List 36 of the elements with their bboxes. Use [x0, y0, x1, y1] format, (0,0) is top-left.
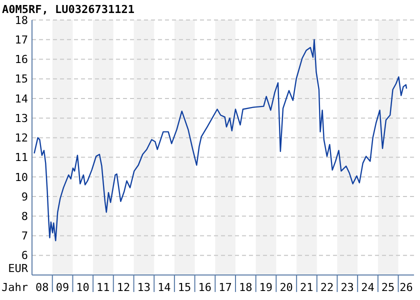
- y-tick-label: 11: [14, 151, 28, 164]
- x-tick-label: 14: [158, 281, 172, 294]
- x-axis-title: Jahr: [2, 281, 28, 294]
- y-axis-title: EUR: [8, 262, 28, 275]
- y-tick-label: 16: [14, 53, 28, 66]
- y-tick-label: 12: [14, 132, 28, 145]
- x-tick-label: 10: [76, 281, 90, 294]
- y-tick-label: 18: [14, 14, 28, 27]
- x-tick-label: 09: [56, 281, 70, 294]
- y-tick-label: 15: [14, 72, 28, 86]
- x-tick-label: 12: [116, 281, 130, 294]
- x-tick-label: 19: [259, 281, 273, 294]
- x-tick-label: 18: [238, 281, 252, 294]
- y-tick-label: 14: [14, 92, 28, 106]
- x-tick-label: 16: [198, 281, 212, 294]
- x-tick-label: 23: [340, 281, 354, 294]
- x-tick-label: 21: [300, 281, 314, 294]
- y-tick-label: 6: [21, 249, 28, 262]
- y-tick-label: 8: [21, 210, 28, 224]
- x-tick-label: 24: [361, 281, 375, 294]
- y-tick-label: 17: [14, 33, 28, 46]
- y-tick-label: 7: [21, 230, 28, 243]
- y-tick-label: 9: [21, 190, 28, 204]
- x-tick-label: 15: [178, 281, 192, 294]
- x-tick-label: 22: [320, 281, 334, 294]
- x-tick-label: 20: [280, 281, 293, 294]
- x-tick-label: 26: [400, 281, 413, 294]
- x-tick-label: 17: [218, 281, 232, 294]
- x-tick-label: 08: [36, 281, 49, 294]
- y-tick-label: 10: [14, 170, 28, 184]
- y-tick-label: 13: [14, 112, 28, 125]
- line-series: [34, 39, 408, 242]
- x-tick-label: 11: [96, 281, 110, 294]
- x-tick-label: 25: [381, 281, 395, 294]
- x-tick-label: 13: [137, 281, 150, 294]
- chart-title: A0M5RF, LU0326731121: [2, 3, 135, 16]
